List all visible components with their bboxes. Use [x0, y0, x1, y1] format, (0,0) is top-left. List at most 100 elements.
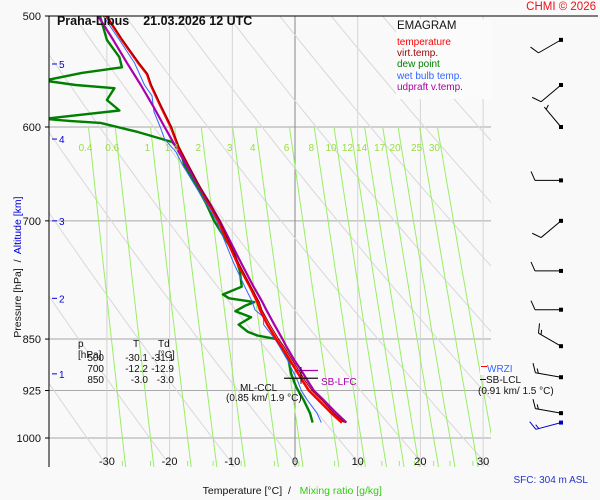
- table-cell: -30.1: [125, 353, 148, 364]
- mixing-ratio-label: 6: [284, 143, 290, 154]
- wind-barb-feather: [530, 46, 539, 54]
- x-axis-title: Temperature [°C] / Mixing ratio [g/kg]: [202, 485, 382, 497]
- mixing-ratio-label: 1.4: [165, 143, 179, 154]
- y-axis-title: Pressure [hPa] / Altitude [km]: [12, 196, 24, 338]
- mixing-ratio-line: [174, 126, 218, 467]
- sfc-altitude: SFC: 304 m ASL: [513, 475, 588, 486]
- series-virt-temp: [106, 16, 345, 423]
- mixing-ratio-label: 10: [325, 143, 337, 154]
- mixing-ratio-line: [114, 126, 155, 467]
- x-axis-label-mixing: Mixing ratio [g/kg]: [299, 485, 382, 497]
- x-axis-label-temperature: Temperature [°C]: [202, 485, 283, 497]
- dry-adiabat: [381, 16, 491, 142]
- table-cell: 700: [87, 364, 104, 375]
- table-cell: -3.0: [130, 375, 148, 386]
- wind-barb-staff: [540, 84, 562, 103]
- wind-barb: [532, 82, 563, 103]
- mixing-ratio-label: 3: [227, 143, 233, 154]
- wind-barb-station: [559, 268, 563, 273]
- mixing-ratio-label: 17: [374, 143, 386, 154]
- temperature-tick-label: -20: [162, 456, 178, 468]
- mixing-ratio-label: 1: [145, 143, 151, 154]
- wind-barb-half-feather: [536, 404, 539, 410]
- altitude-tick-label: 1: [59, 370, 65, 381]
- wind-barb-feather: [532, 398, 536, 409]
- wind-barb: [532, 218, 563, 239]
- wind-barb-station: [559, 411, 563, 416]
- wind-barb-feather: [532, 363, 536, 373]
- wind-barb-staff: [535, 422, 562, 430]
- mixing-ratio-lines: [88, 126, 491, 467]
- sb-lfc-label: SB-LFC: [321, 377, 357, 388]
- mixing-ratio-line: [289, 126, 340, 467]
- wind-barb-staff: [535, 372, 562, 378]
- ml-ccl-label: ML-CCL: [240, 383, 278, 394]
- table-header-td: Td [°C]: [158, 339, 175, 361]
- mixing-ratio-label: 12: [342, 143, 354, 154]
- table-header-t: T: [133, 339, 140, 350]
- dry-adiabat: [49, 295, 172, 467]
- wind-barb-half-feather: [535, 424, 540, 429]
- legend-item: dew point: [397, 59, 440, 71]
- mixing-ratio-line: [255, 126, 304, 467]
- wind-barb-station: [559, 344, 563, 349]
- wind-barb-feather: [530, 171, 536, 181]
- wind-barb: [530, 261, 563, 273]
- pressure-tick-label: 700: [23, 216, 41, 228]
- mixing-ratio-line: [313, 126, 366, 467]
- temperature-tick-label: 10: [352, 456, 364, 468]
- sb-lcl-label: SB-LCL: [480, 375, 521, 386]
- temperature-tick-label: -30: [99, 456, 115, 468]
- dry-adiabat: [49, 131, 300, 467]
- wind-barb-station: [559, 420, 563, 425]
- mixing-ratio-label: 14: [356, 143, 368, 154]
- altitude-tick-label: 3: [59, 217, 65, 228]
- dry-adiabat: [330, 16, 491, 204]
- dry-adiabat: [49, 382, 109, 467]
- temperature-tick-label: -10: [224, 456, 240, 468]
- mixing-ratio-label: 2: [195, 143, 201, 154]
- wind-barb-station: [559, 82, 563, 87]
- wind-barb-station: [559, 178, 563, 183]
- pressure-tick-label: 1000: [17, 433, 41, 445]
- wind-barb: [532, 398, 563, 416]
- axes: [45, 15, 598, 467]
- profile-series: [49, 16, 348, 424]
- wind-barb-staff: [538, 39, 562, 54]
- wind-barb-staff: [538, 332, 562, 347]
- datetime: 21.03.2026 12 UTC: [143, 14, 253, 28]
- y-axis-label-pressure: Pressure [hPa]: [12, 268, 24, 338]
- wind-barb-feather: [530, 300, 536, 310]
- mixing-ratio-label: 8: [309, 143, 315, 154]
- wind-barb-station: [559, 218, 563, 223]
- wind-barbs: [529, 37, 563, 430]
- temperature-tick-label: 30: [477, 456, 489, 468]
- wind-barb-feather: [530, 261, 536, 272]
- legend-item: udpraft v.temp.: [397, 81, 463, 93]
- mixing-ratio-label: 0.4: [79, 143, 93, 154]
- mixing-ratio-line: [150, 126, 192, 467]
- table-cell: -31.1: [151, 353, 174, 364]
- mixing-ratio-line: [364, 126, 420, 467]
- wind-barb: [543, 104, 563, 130]
- altitude-tick-label: 2: [59, 294, 65, 305]
- wind-barb-half-feather: [545, 104, 549, 110]
- table-cell: -12.2: [125, 364, 148, 375]
- dry-adiabat: [176, 16, 491, 400]
- legend-item: virt.temp.: [397, 48, 439, 60]
- mixing-ratio-line: [350, 126, 405, 467]
- wind-barb-feather: [529, 421, 537, 430]
- wind-barb-station: [559, 375, 563, 380]
- table-cell: 850: [87, 375, 104, 386]
- wind-barb-half-feather: [540, 329, 543, 335]
- legend-item: wet bulb temp.: [397, 70, 463, 82]
- mixing-ratio-label: 20: [390, 143, 402, 154]
- temperature-tick-label: 0: [292, 456, 298, 468]
- wind-barb-station: [559, 125, 563, 130]
- mixing-ratio-label: 0.6: [105, 143, 119, 154]
- pressure-tick-label: 925: [23, 386, 41, 398]
- table-cell: 500: [87, 353, 104, 364]
- wind-barb-feather: [532, 232, 542, 239]
- dry-adiabats: [49, 16, 491, 467]
- mixing-ratio-line: [333, 126, 387, 467]
